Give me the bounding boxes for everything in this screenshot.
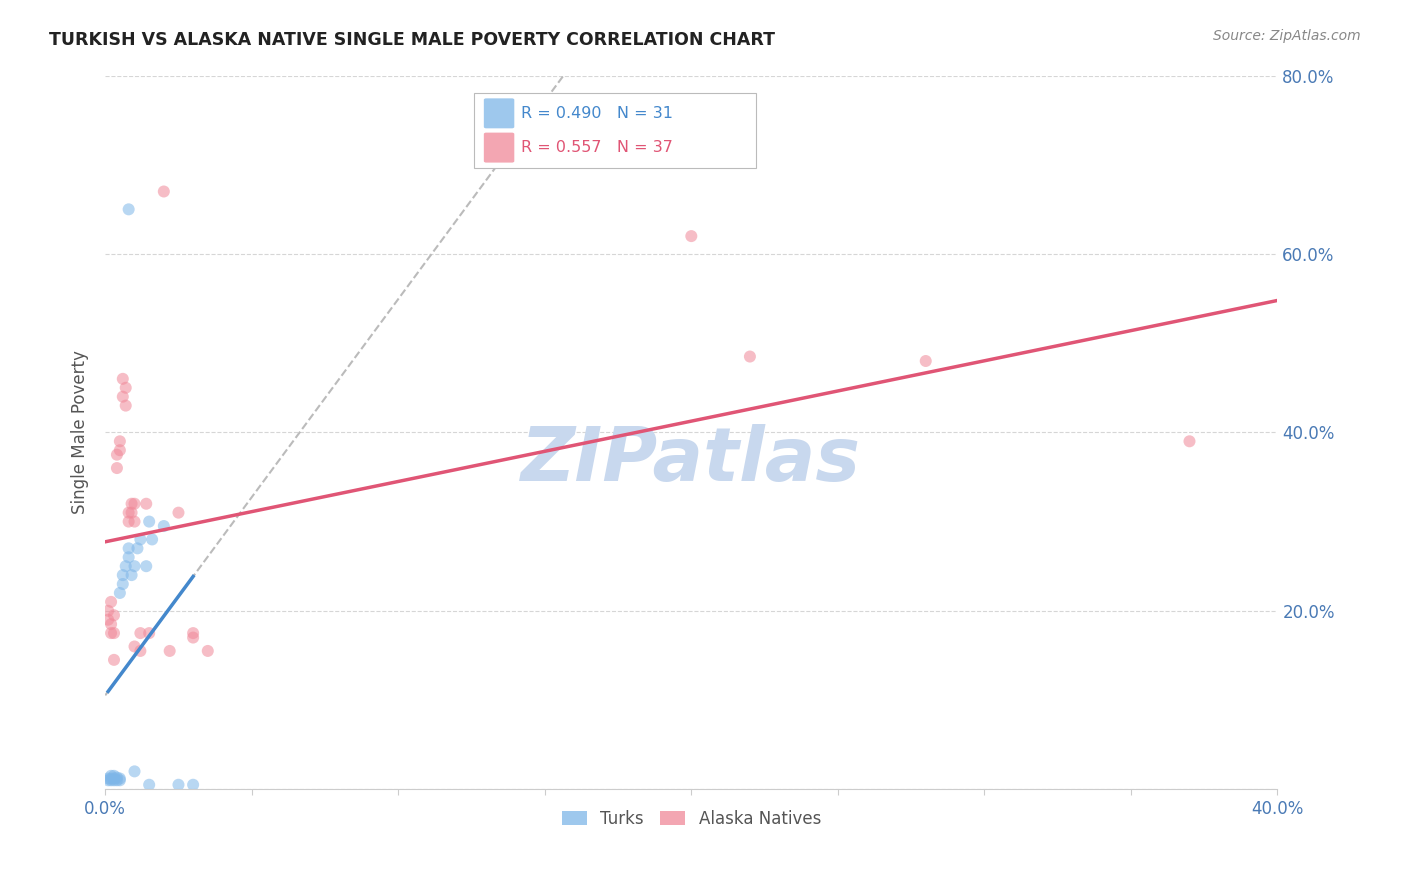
Point xyxy=(111,577,134,591)
Point xyxy=(167,506,190,520)
Point xyxy=(121,497,143,511)
Point xyxy=(121,506,143,520)
Point xyxy=(111,568,134,582)
Point xyxy=(105,461,128,475)
Point xyxy=(108,772,131,786)
Point xyxy=(97,613,120,627)
Point xyxy=(124,515,146,529)
Point xyxy=(100,769,122,783)
Point xyxy=(114,559,136,574)
Point xyxy=(118,550,141,565)
Point xyxy=(103,608,125,623)
Point xyxy=(914,354,936,368)
Point xyxy=(138,778,160,792)
Point xyxy=(118,541,141,556)
Point xyxy=(138,515,160,529)
Point xyxy=(111,390,134,404)
Point xyxy=(153,185,176,199)
Point xyxy=(111,372,134,386)
Point xyxy=(127,541,149,556)
Text: R = 0.557   N = 37: R = 0.557 N = 37 xyxy=(522,140,673,155)
Point xyxy=(181,778,204,792)
Point xyxy=(105,771,128,785)
Point xyxy=(97,772,120,786)
Point xyxy=(124,764,146,779)
Point xyxy=(103,626,125,640)
Text: R = 0.490   N = 31: R = 0.490 N = 31 xyxy=(522,106,673,120)
Point xyxy=(105,773,128,788)
Point xyxy=(124,497,146,511)
Point xyxy=(197,644,219,658)
Point xyxy=(105,448,128,462)
Point xyxy=(118,506,141,520)
FancyBboxPatch shape xyxy=(474,94,756,169)
FancyBboxPatch shape xyxy=(484,98,515,128)
Point xyxy=(97,773,120,788)
Point xyxy=(118,515,141,529)
Point xyxy=(135,559,157,574)
Point xyxy=(135,497,157,511)
Point xyxy=(159,644,181,658)
Point xyxy=(129,626,152,640)
Point xyxy=(129,644,152,658)
Point xyxy=(100,595,122,609)
Point xyxy=(108,586,131,600)
Text: TURKISH VS ALASKA NATIVE SINGLE MALE POVERTY CORRELATION CHART: TURKISH VS ALASKA NATIVE SINGLE MALE POV… xyxy=(49,31,775,49)
Point xyxy=(129,533,152,547)
Point xyxy=(114,381,136,395)
Point xyxy=(108,434,131,449)
Point xyxy=(108,443,131,458)
Text: Source: ZipAtlas.com: Source: ZipAtlas.com xyxy=(1213,29,1361,43)
Point xyxy=(100,617,122,632)
Point xyxy=(138,626,160,640)
Point xyxy=(181,631,204,645)
Point xyxy=(100,773,122,788)
Point xyxy=(103,772,125,786)
Point xyxy=(114,399,136,413)
Text: ZIPatlas: ZIPatlas xyxy=(522,425,862,498)
Point xyxy=(141,533,163,547)
Point xyxy=(103,653,125,667)
Point xyxy=(681,229,703,244)
Point xyxy=(100,626,122,640)
Point xyxy=(738,350,761,364)
Point xyxy=(118,202,141,217)
FancyBboxPatch shape xyxy=(484,133,515,162)
Point xyxy=(124,640,146,654)
Y-axis label: Single Male Poverty: Single Male Poverty xyxy=(72,351,89,515)
Point xyxy=(181,626,204,640)
Point xyxy=(167,778,190,792)
Point xyxy=(108,773,131,788)
Legend: Turks, Alaska Natives: Turks, Alaska Natives xyxy=(555,803,828,834)
Point xyxy=(1178,434,1201,449)
Point xyxy=(124,559,146,574)
Point xyxy=(153,519,176,533)
Point xyxy=(103,769,125,783)
Point xyxy=(103,773,125,788)
Point xyxy=(97,604,120,618)
Point xyxy=(121,568,143,582)
Point xyxy=(100,772,122,786)
